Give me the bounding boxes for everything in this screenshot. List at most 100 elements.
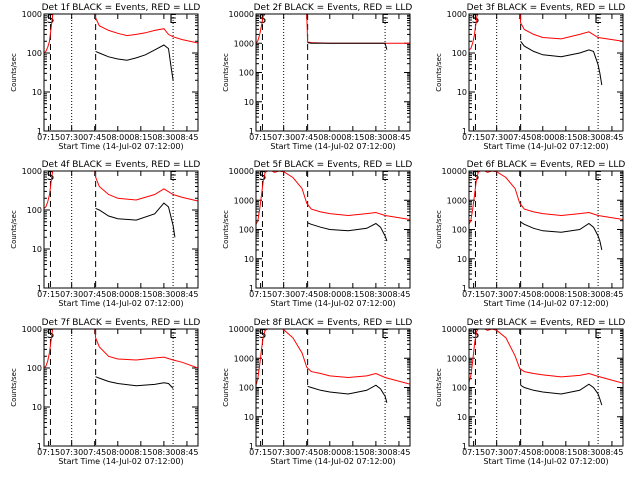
x-tick-label: 08:30 xyxy=(364,290,387,299)
y-tick-label: 100 xyxy=(27,206,42,215)
y-axis-label: Counts/sec xyxy=(10,53,18,92)
x-tick-label: 08:15 xyxy=(341,448,364,457)
x-tick-label: 08:45 xyxy=(175,290,198,299)
x-tick-label: 07:15 xyxy=(462,448,485,457)
x-tick-label: 08:00 xyxy=(106,290,129,299)
y-tick-label: 10 xyxy=(457,413,467,422)
y-tick-label: 10000 xyxy=(442,325,467,334)
plot-frame xyxy=(43,13,199,132)
y-tick-label: 1000 xyxy=(447,354,467,363)
x-tick-label: 08:30 xyxy=(152,448,175,457)
y-tick-label: 1000 xyxy=(22,325,42,334)
series-line-events xyxy=(520,221,603,251)
plot-frame xyxy=(255,13,411,132)
y-tick-label: 10 xyxy=(244,98,254,107)
x-tick-label: 07:30 xyxy=(272,133,295,142)
series-line-events xyxy=(307,384,388,403)
y-tick-label: 10000 xyxy=(229,167,254,176)
panel-det-4f: Det 4f BLACK = Events, RED = LLD 1 10 100 10… xyxy=(10,160,200,308)
x-tick-label: 08:45 xyxy=(600,133,623,142)
panel-title: Det 6f BLACK = Events, RED = LLD xyxy=(467,160,626,170)
x-axis-label: Start Time (14-Jul-02 07:12:00) xyxy=(58,457,183,466)
y-tick-label: 1 xyxy=(37,442,42,451)
y-tick-label: 1000 xyxy=(234,196,254,205)
x-axis-label: Start Time (14-Jul-02 07:12:00) xyxy=(270,299,395,308)
x-axis-label: Start Time (14-Jul-02 07:12:00) xyxy=(270,142,395,151)
y-tick-label: 10000 xyxy=(229,10,254,19)
x-tick-label: 07:15 xyxy=(37,448,60,457)
y-tick-label: 10 xyxy=(32,88,42,97)
end-marker-label: E xyxy=(169,12,177,26)
panel-title: Det 4f BLACK = Events, RED = LLD xyxy=(42,160,201,170)
y-axis-label: Counts/sec xyxy=(435,368,443,407)
x-tick-label: 08:00 xyxy=(318,448,341,457)
y-tick-label: 1 xyxy=(249,127,254,136)
series-line-events xyxy=(95,202,176,238)
y-axis-label: Counts/sec xyxy=(222,368,230,407)
start-marker-label: S xyxy=(47,12,55,26)
end-marker-label: E xyxy=(169,169,177,183)
x-tick-label: 07:15 xyxy=(249,133,272,142)
x-tick-label: 07:45 xyxy=(508,448,531,457)
x-axis-label: Start Time (14-Jul-02 07:12:00) xyxy=(58,299,183,308)
x-tick-label: 08:15 xyxy=(341,290,364,299)
plot-frame xyxy=(43,170,199,289)
plot-frame xyxy=(43,328,199,447)
x-tick-label: 08:15 xyxy=(554,448,577,457)
y-tick-label: 100 xyxy=(239,384,254,393)
panel-det-3f: Det 3f BLACK = Events, RED = LLD 1 10 100 10… xyxy=(435,3,625,151)
end-marker-label: E xyxy=(594,169,602,183)
panel-det-5f: Det 5f BLACK = Events, RED = LLD 1 10 100 10… xyxy=(222,160,412,308)
y-axis-label: Counts/sec xyxy=(10,368,18,407)
x-tick-label: 08:30 xyxy=(577,448,600,457)
plot-frame xyxy=(468,328,624,447)
start-marker-label: S xyxy=(472,327,480,341)
x-tick-label: 08:15 xyxy=(341,133,364,142)
x-tick-label: 08:30 xyxy=(152,133,175,142)
x-tick-label: 07:15 xyxy=(37,133,60,142)
x-tick-label: 08:00 xyxy=(106,448,129,457)
x-tick-label: 08:45 xyxy=(387,133,410,142)
series-line-lld xyxy=(44,14,198,54)
x-tick-label: 07:45 xyxy=(295,448,318,457)
x-tick-label: 08:15 xyxy=(129,290,152,299)
x-tick-label: 07:30 xyxy=(60,448,83,457)
x-tick-label: 08:45 xyxy=(387,290,410,299)
panel-title: Det 1f BLACK = Events, RED = LLD xyxy=(42,3,201,13)
x-tick-label: 08:00 xyxy=(531,133,554,142)
series-line-lld xyxy=(256,171,410,225)
x-tick-label: 08:30 xyxy=(577,133,600,142)
y-tick-label: 1000 xyxy=(22,10,42,19)
y-tick-label: 1 xyxy=(249,442,254,451)
series-line-events xyxy=(520,40,603,86)
y-axis-label: Counts/sec xyxy=(435,210,443,249)
y-tick-label: 10 xyxy=(244,255,254,264)
series-line-lld xyxy=(469,171,623,225)
x-tick-label: 08:45 xyxy=(175,133,198,142)
x-tick-label: 08:15 xyxy=(129,448,152,457)
x-tick-label: 07:30 xyxy=(60,290,83,299)
y-tick-label: 10 xyxy=(457,88,467,97)
y-tick-label: 1 xyxy=(37,284,42,293)
panel-det-7f: Det 7f BLACK = Events, RED = LLD 1 10 100 10… xyxy=(10,318,200,466)
y-axis-label: Counts/sec xyxy=(435,53,443,92)
y-tick-label: 1 xyxy=(249,284,254,293)
x-tick-label: 08:15 xyxy=(129,133,152,142)
start-marker-label: S xyxy=(472,169,480,183)
panel-title: Det 7f BLACK = Events, RED = LLD xyxy=(42,318,201,328)
end-marker-label: E xyxy=(381,169,389,183)
x-tick-label: 08:00 xyxy=(531,290,554,299)
x-tick-label: 07:30 xyxy=(272,290,295,299)
panel-det-6f: Det 6f BLACK = Events, RED = LLD 1 10 100 10… xyxy=(435,160,625,308)
plot-frame xyxy=(255,170,411,289)
y-tick-label: 1000 xyxy=(447,196,467,205)
y-tick-label: 1000 xyxy=(447,10,467,19)
plot-frame xyxy=(255,328,411,447)
x-tick-label: 07:30 xyxy=(485,448,508,457)
x-tick-label: 07:30 xyxy=(272,448,295,457)
series-line-events xyxy=(520,383,603,406)
y-tick-label: 1000 xyxy=(22,167,42,176)
y-tick-label: 100 xyxy=(27,49,42,58)
y-axis-label: Counts/sec xyxy=(10,210,18,249)
